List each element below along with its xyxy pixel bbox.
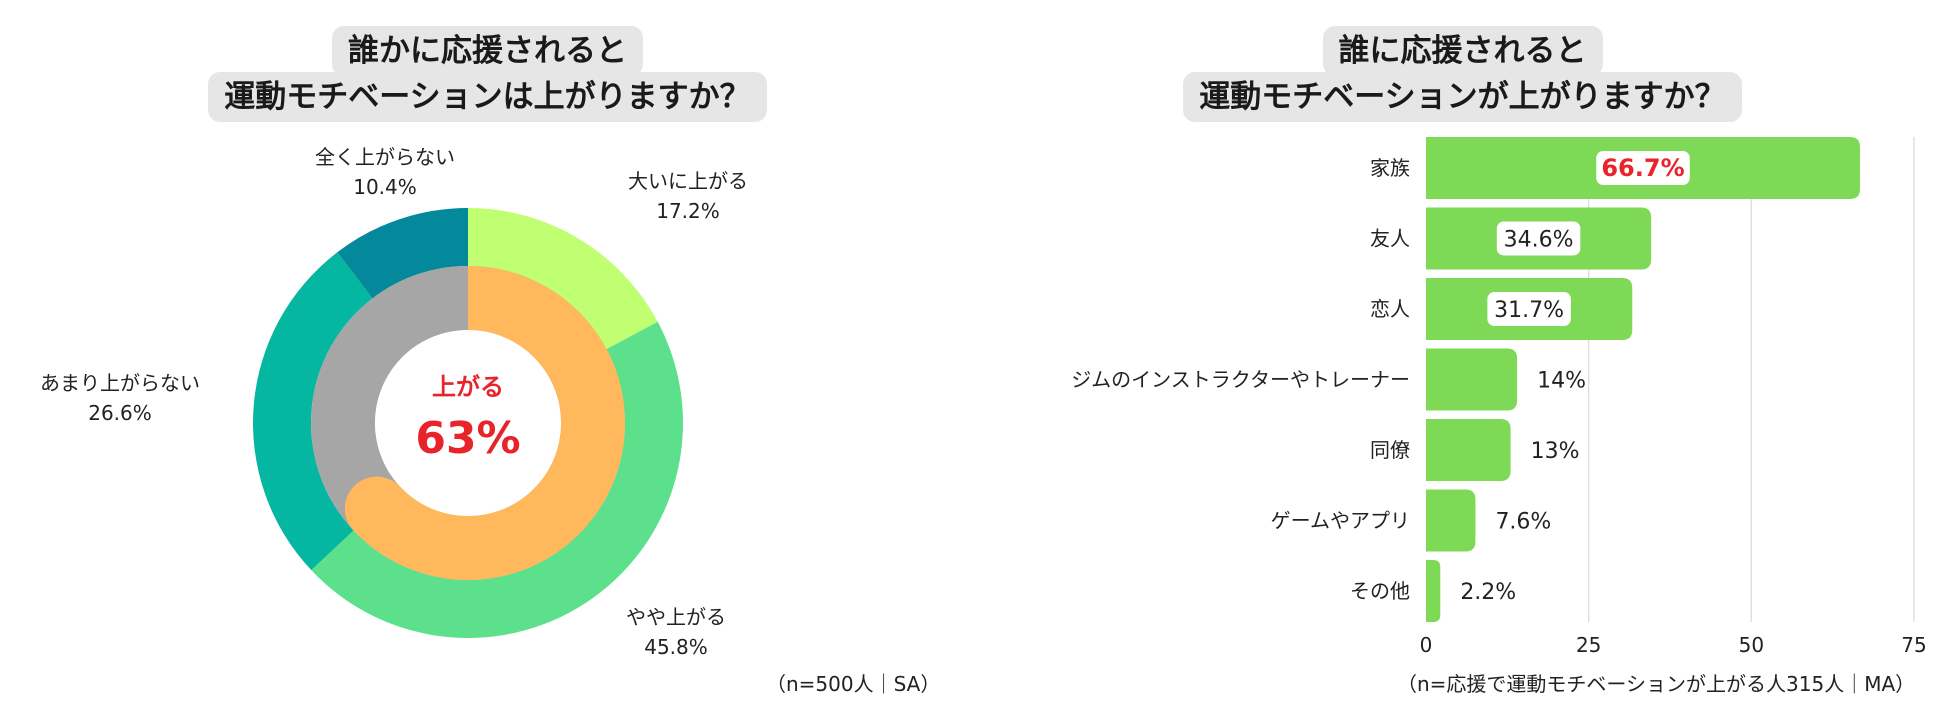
outer-slice-label-not-much: あまり上がらない xyxy=(40,371,200,395)
outer-slice-value-not-much: 26.6% xyxy=(88,401,152,425)
outer-slice-value-not-at-all: 10.4% xyxy=(353,175,417,199)
left-panel: 誰かに応援されると 運動モチベーションは上がりますか？ 大いに上がる 17.2% や… xyxy=(0,26,975,696)
value-label-4: 13% xyxy=(1531,439,1580,464)
outer-slice-label-great: 大いに上がる xyxy=(628,169,748,193)
category-label-2: 恋人 xyxy=(1370,297,1410,321)
category-label-4: 同僚 xyxy=(1370,438,1410,462)
value-label-2: 31.7% xyxy=(1494,298,1564,323)
outer-slice-label-slight: やや上がる xyxy=(626,605,726,629)
left-title-line-2: 運動モチベーションは上がりますか？ xyxy=(208,72,767,122)
value-label-3: 14% xyxy=(1537,369,1586,394)
right-title: 誰に応援されると 運動モチベーションが上がりますか？ xyxy=(975,26,1950,122)
right-sample-note: （n=応援で運動モチベーションが上がる人315人｜MA） xyxy=(1397,672,1916,696)
center-label: 上がる xyxy=(432,373,504,401)
x-tick-label-25: 25 xyxy=(1576,633,1601,657)
inner-ring-start-edge xyxy=(468,266,477,331)
center-value: 63% xyxy=(415,413,520,464)
category-label-1: 友人 xyxy=(1370,227,1410,251)
outer-slice-label-not-at-all: 全く上がらない xyxy=(315,145,455,169)
outer-slice-value-great: 17.2% xyxy=(656,199,720,223)
x-tick-label-75: 75 xyxy=(1901,633,1926,657)
inner-ring-start-cap xyxy=(425,266,468,334)
left-title-line-1: 誰かに応援されると xyxy=(332,26,643,76)
value-label-box-1 xyxy=(1496,221,1581,256)
value-label-box-0 xyxy=(1596,151,1690,185)
right-panel: 誰に応援されると 運動モチベーションが上がりますか？ 0 25 50 75 家族 66.7… xyxy=(975,0,1950,704)
value-label-0: 66.7% xyxy=(1601,154,1684,182)
bar-chart: 0 25 50 75 家族 66.7% 友人 34.6% 恋人 31.7% ジムのインストラクターや… xyxy=(1071,137,1927,657)
right-title-line-2: 運動モチベーションが上がりますか？ xyxy=(1183,72,1742,122)
category-label-5: ゲームやアプリ xyxy=(1271,509,1410,533)
bar-5 xyxy=(1426,489,1476,552)
value-label-5: 7.6% xyxy=(1495,510,1551,535)
outer-slice-great xyxy=(468,208,658,350)
left-sample-note: （n=500人｜SA） xyxy=(766,672,941,696)
left-title: 誰かに応援されると 運動モチベーションは上がりますか？ xyxy=(0,26,975,122)
donut-center xyxy=(375,330,561,516)
donut-chart: 大いに上がる 17.2% やや上がる 45.8% あまり上がらない 26.6% 全く上がらな… xyxy=(40,145,748,659)
outer-slice-slight xyxy=(311,321,684,638)
inner-ring-up xyxy=(344,266,625,580)
x-tick-label-50: 50 xyxy=(1739,633,1764,657)
outer-slice-not-much xyxy=(253,252,373,571)
category-label-0: 家族 xyxy=(1370,156,1410,180)
value-label-1: 34.6% xyxy=(1504,228,1574,253)
x-tick-label-0: 0 xyxy=(1420,633,1433,657)
value-label-box-2 xyxy=(1487,292,1571,326)
bar-4 xyxy=(1426,419,1511,481)
category-label-3: ジムのインストラクターやトレーナー xyxy=(1071,368,1410,392)
category-label-6: その他 xyxy=(1350,579,1410,603)
right-title-line-1: 誰に応援されると xyxy=(1322,26,1603,76)
outer-slice-not-at-all xyxy=(337,208,468,299)
value-label-6: 2.2% xyxy=(1460,580,1516,605)
outer-slice-value-slight: 45.8% xyxy=(644,635,708,659)
bar-3 xyxy=(1426,348,1518,411)
bar-6 xyxy=(1426,560,1441,622)
